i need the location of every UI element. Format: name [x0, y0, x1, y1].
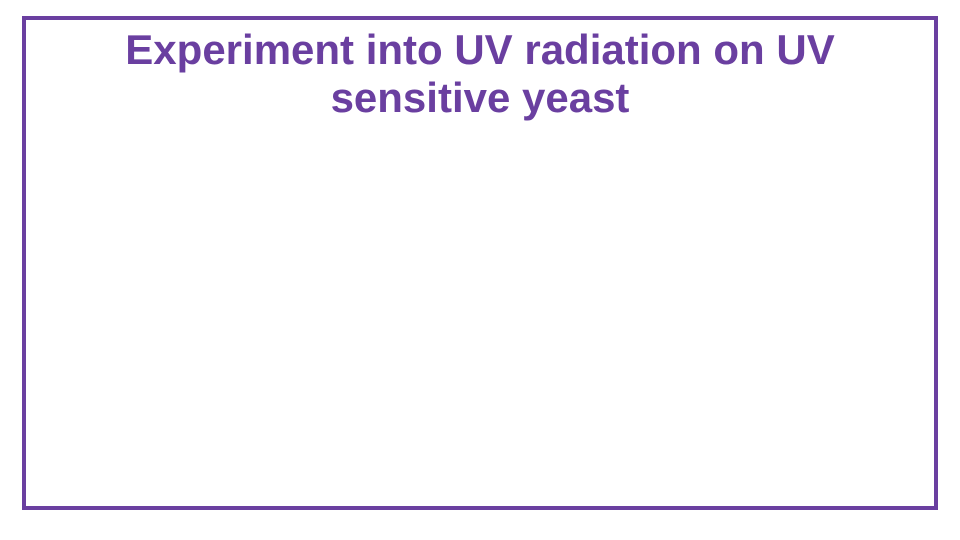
slide-frame: Experiment into UV radiation on UV sensi… — [22, 16, 938, 510]
slide-title: Experiment into UV radiation on UV sensi… — [26, 20, 934, 123]
